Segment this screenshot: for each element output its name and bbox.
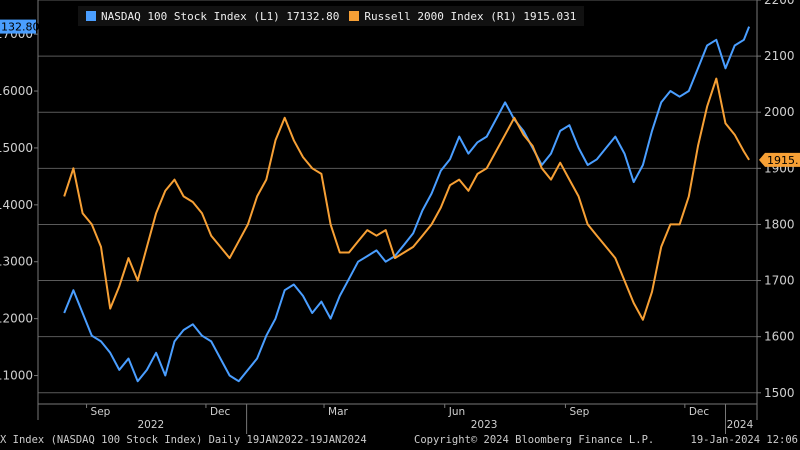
- left-last-value-tag: [0, 19, 36, 34]
- right-tick-label: 2200: [764, 0, 795, 7]
- left-tick-label: 11000: [0, 369, 33, 383]
- x-tick-label: Dec: [689, 406, 710, 418]
- x-tick-label: Dec: [210, 406, 231, 418]
- x-year-label: 2023: [471, 419, 498, 431]
- right-tick-label: 1800: [764, 217, 795, 231]
- chart-legend: NASDAQ 100 Stock Index (L1) 17132.80 Rus…: [78, 6, 585, 26]
- right-last-value-text: 1915.: [767, 154, 799, 167]
- left-last-value-text: 132.80: [1, 21, 40, 34]
- left-tick-label: 14000: [0, 198, 33, 212]
- x-tick-label: Mar: [328, 406, 348, 418]
- right-tick-label: 1600: [764, 330, 795, 344]
- left-tick-label: 15000: [0, 141, 33, 155]
- x-tick-label: Sep: [569, 406, 589, 418]
- footer-left-text: X Index (NASDAQ 100 Stock Index) Daily 1…: [0, 434, 367, 446]
- grid-lines: [38, 0, 757, 394]
- axes: 1100012000130001400015000160001700015001…: [0, 0, 795, 434]
- right-last-value-tag: [759, 152, 800, 167]
- right-tick-label: 1500: [764, 386, 795, 400]
- legend-label-russell: Russell 2000 Index (R1) 1915.031: [364, 9, 577, 23]
- russell-series-line: [63, 77, 750, 321]
- footer-timestamp: 19-Jan-2024 12:06: [690, 434, 798, 446]
- left-tick-label: 13000: [0, 255, 33, 269]
- x-year-label: 2024: [727, 419, 754, 431]
- legend-item-russell: Russell 2000 Index (R1) 1915.031: [349, 10, 576, 23]
- x-tick-label: Sep: [91, 406, 111, 418]
- legend-swatch-russell: [349, 11, 360, 21]
- left-tick-label: 12000: [0, 312, 33, 326]
- footer-copyright: Copyright© 2024 Bloomberg Finance L.P.: [414, 434, 655, 446]
- right-tick-label: 2000: [764, 105, 795, 119]
- x-tick-label: Jun: [448, 406, 465, 418]
- legend-label-nasdaq: NASDAQ 100 Stock Index (L1) 17132.80: [101, 9, 340, 23]
- series-layer: [63, 26, 751, 383]
- right-tick-label: 2100: [764, 49, 795, 63]
- right-tick-label: 1700: [764, 274, 795, 288]
- legend-item-nasdaq: NASDAQ 100 Stock Index (L1) 17132.80: [86, 10, 339, 23]
- x-year-label: 2022: [137, 419, 164, 431]
- last-value-tags: 132.80 1915.: [0, 19, 800, 167]
- left-tick-label: 16000: [0, 84, 33, 98]
- nasdaq-series-line: [63, 26, 751, 383]
- legend-swatch-nasdaq: [86, 11, 96, 21]
